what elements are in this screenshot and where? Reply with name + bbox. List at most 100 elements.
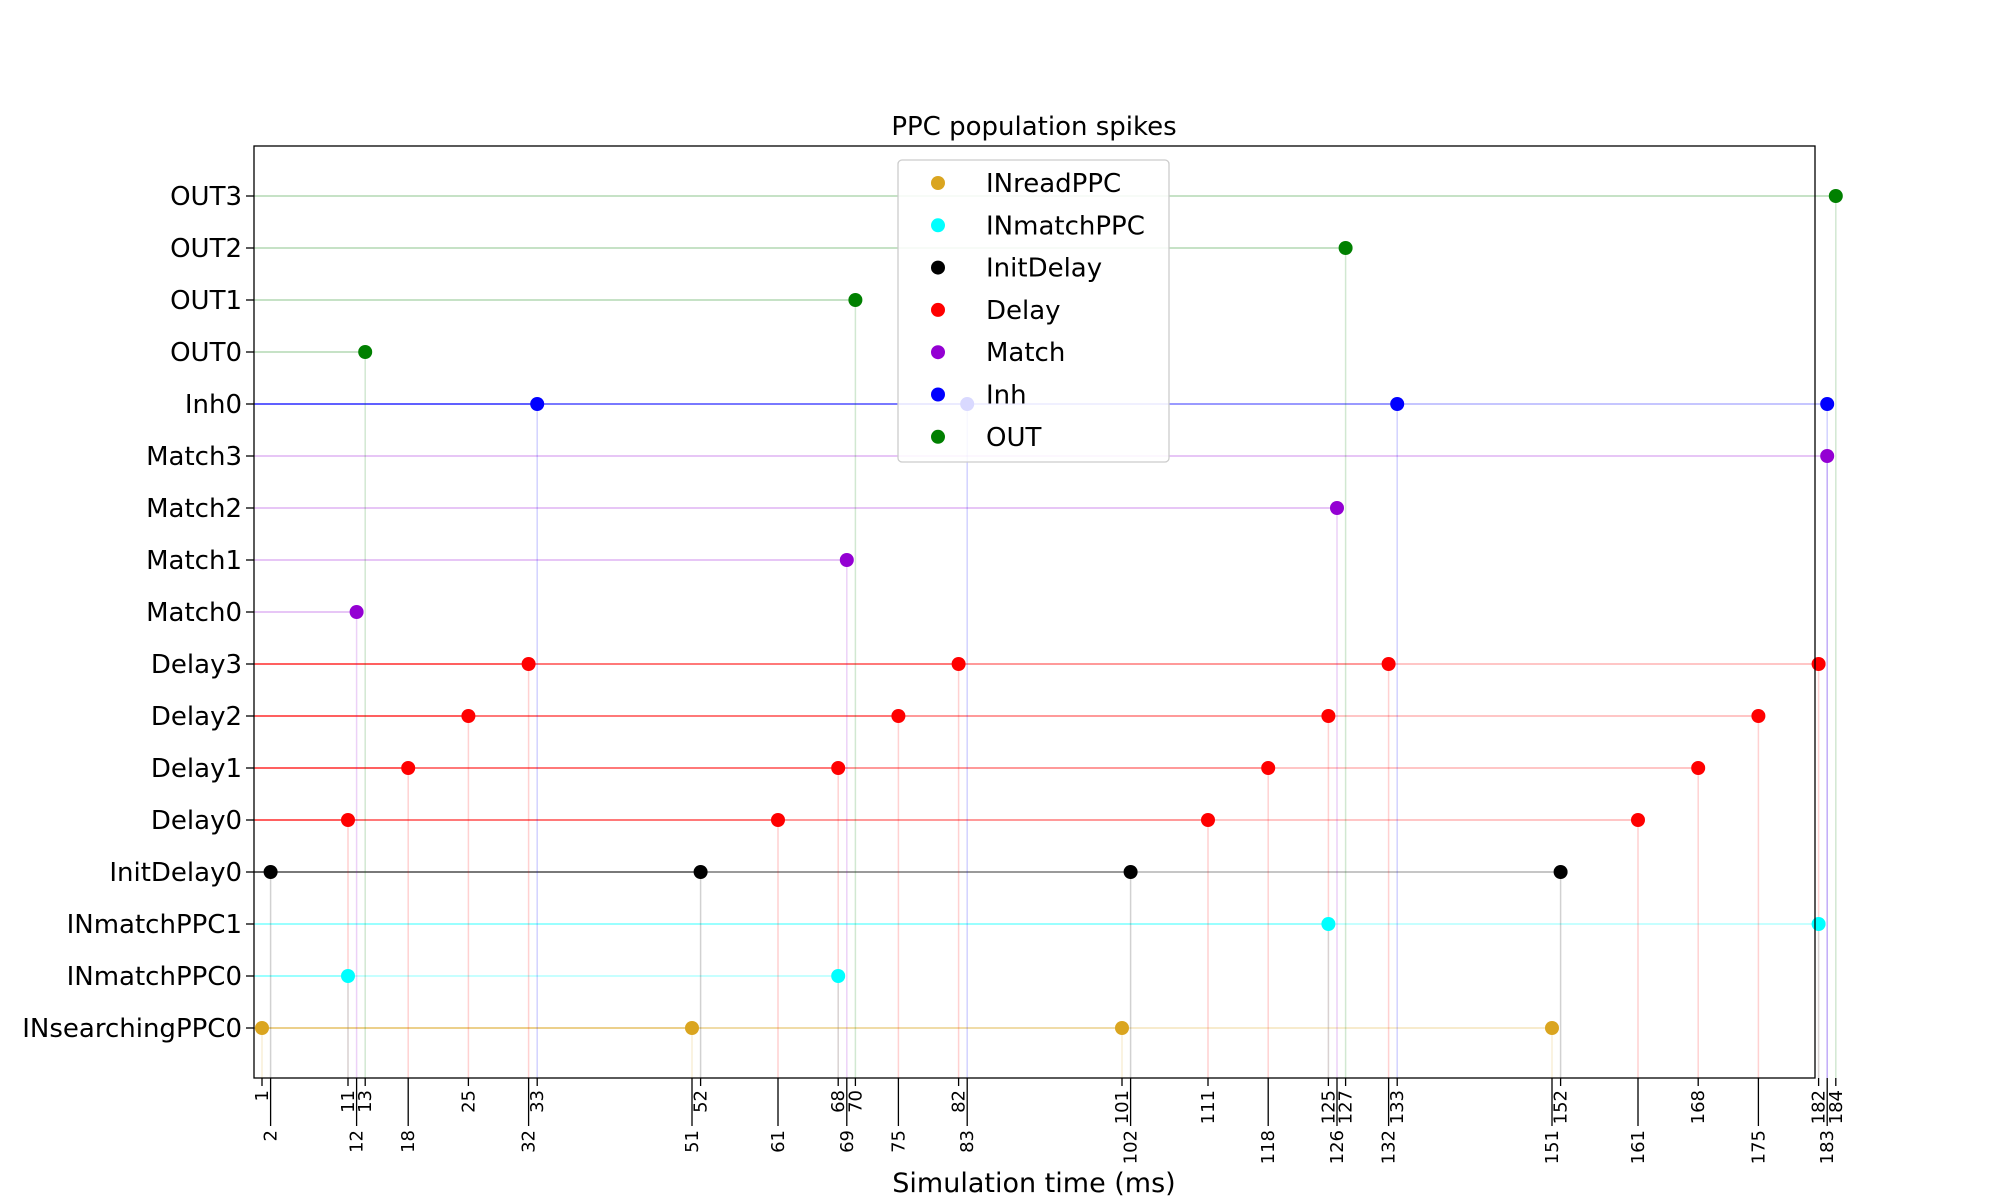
spike-point-1-2 [1321,917,1336,931]
x-upper-tick-label-10: 111 [1198,1090,1219,1124]
y-tick-label-14: OUT1 [170,286,242,316]
y-tick-label-6: Delay2 [151,702,242,732]
spike-point-6-2 [1338,241,1353,255]
y-tick-label-5: Delay1 [151,754,242,784]
spike-point-2-1 [693,865,708,879]
legend-marker-6 [931,429,945,444]
x-lower-tick-label-5: 61 [768,1130,789,1153]
spike-point-4-3 [1820,449,1835,463]
x-axis-label: Simulation time (ms) [892,1168,1175,1199]
spike-point-5-2 [1390,397,1405,411]
x-lower-tick-label-16: 183 [1817,1130,1838,1164]
x-lower-tick-label-1: 12 [347,1130,368,1153]
x-upper-tick-label-0: 1 [252,1090,273,1101]
spike-point-3-1 [771,813,785,827]
spike-point-3-13 [951,657,966,671]
spike-points [255,189,1843,1035]
spike-guides [254,195,1837,1078]
y-tick-label-8: Match0 [146,598,242,628]
spike-point-0-1 [685,1021,699,1035]
x-upper-tick-label-16: 182 [1809,1090,1830,1124]
y-tick-label-0: INsearchingPPC0 [22,1014,242,1044]
spike-point-4-2 [1330,501,1344,515]
spike-point-1-3 [1811,917,1826,931]
spike-point-5-3 [1820,397,1835,411]
x-lower-tick-label-7: 75 [888,1130,909,1153]
spike-point-3-12 [521,657,536,671]
legend-marker-0 [931,176,945,190]
spike-point-6-3 [1828,189,1843,203]
x-lower-tick-label-14: 161 [1628,1130,1649,1164]
legend-label-2: InitDelay [986,254,1102,284]
x-lower-tick-label-2: 18 [398,1130,419,1153]
legend-marker-2 [931,260,945,275]
x-lower-tick-label-13: 151 [1542,1130,1563,1164]
spike-point-3-7 [1691,761,1706,775]
x-upper-tick-label-11: 125 [1318,1090,1339,1124]
x-lower-tick-label-12: 132 [1379,1130,1400,1164]
x-lower-tick-label-10: 118 [1258,1130,1279,1164]
legend-frame [897,159,1170,463]
x-lower-tick-label-8: 83 [957,1130,978,1153]
x-upper-tick-label-14: 152 [1551,1090,1572,1124]
y-tick-label-4: Delay0 [151,806,242,836]
spike-point-2-3 [1553,865,1568,879]
spike-point-3-0 [341,813,355,827]
x-upper-tick-label-5: 52 [691,1090,712,1113]
x-lower-tick-label-15: 175 [1748,1130,1769,1164]
x-upper-tick-label-9: 101 [1112,1090,1133,1124]
x-upper-tick-label-15: 168 [1688,1090,1709,1124]
y-tick-label-1: INmatchPPC0 [67,962,242,992]
y-tick-label-7: Delay3 [151,650,242,680]
legend-marker-3 [931,302,945,317]
spike-point-6-0 [358,345,373,359]
spike-point-3-10 [1321,709,1336,723]
y-tick-label-10: Match2 [146,494,242,524]
legend-marker-1 [931,218,945,233]
y-tick-label-12: Inh0 [185,390,242,420]
legend-label-0: INreadPPC [986,169,1121,199]
y-tick-label-15: OUT2 [170,234,242,264]
spike-point-3-6 [1261,761,1276,775]
x-lower-tick-label-4: 51 [682,1130,703,1153]
legend-label-3: Delay [986,296,1061,326]
x-upper-tick-label-2: 13 [355,1090,376,1113]
y-tick-label-9: Match1 [146,546,242,576]
spike-point-0-3 [1545,1021,1559,1035]
y-tick-label-3: InitDelay0 [109,858,242,888]
spike-point-1-1 [831,969,846,983]
x-upper-tick-label-7: 70 [845,1090,866,1113]
chart-title: PPC population spikes [891,112,1176,142]
legend: INreadPPC INmatchPPC InitDelay Delay Match In… [897,159,1170,463]
x-lower-tick-label-11: 126 [1327,1130,1348,1164]
spike-point-3-4 [401,761,416,775]
spike-point-3-14 [1381,657,1396,671]
spike-point-1-0 [341,969,355,983]
y-tick-label-11: Match3 [146,442,242,472]
spike-point-3-8 [461,709,476,723]
x-lower-tick-label-3: 32 [519,1130,540,1153]
spike-point-3-11 [1751,709,1766,723]
x-lower-tick-label-0: 2 [261,1130,282,1141]
spike-point-3-2 [1201,813,1215,827]
x-upper-tick-label-12: 127 [1336,1090,1357,1124]
x-upper-tick-label-1: 11 [338,1090,359,1113]
legend-label-4: Match [986,338,1065,368]
spike-point-5-0 [530,397,545,411]
spike-point-4-1 [839,553,854,567]
spike-point-3-5 [831,761,846,775]
spike-point-2-0 [263,865,278,879]
legend-label-5: Inh [986,381,1027,411]
x-lower-tick-label-6: 69 [837,1130,858,1153]
legend-label-1: INmatchPPC [986,211,1145,241]
spike-point-3-3 [1631,813,1645,827]
y-tick-label-13: OUT0 [170,338,242,368]
x-upper-tick-label-13: 133 [1387,1090,1408,1124]
spike-point-0-0 [255,1021,269,1035]
legend-marker-5 [931,387,945,402]
x-upper-tick-label-4: 33 [527,1090,548,1113]
y-axis: INsearchingPPC0 INmatchPPC0 INmatchPPC1 Ini… [22,182,254,1044]
spike-point-3-9 [891,709,906,723]
